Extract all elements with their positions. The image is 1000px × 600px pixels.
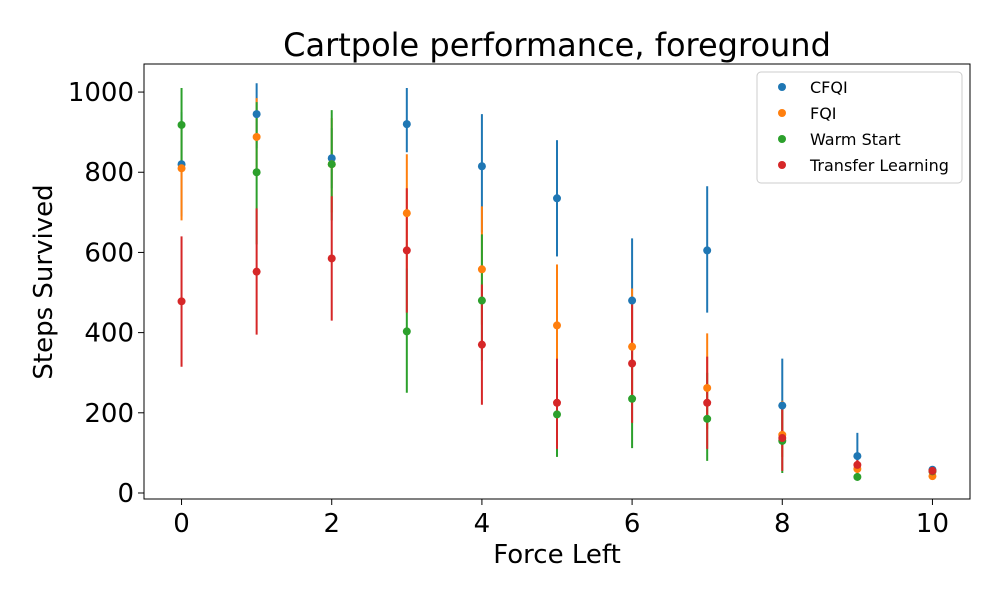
y-axis-label: Steps Survived xyxy=(29,184,59,379)
legend-marker-1 xyxy=(778,109,786,117)
legend-items: CFQI FQI Warm Start Transfer Learning xyxy=(778,78,949,175)
x-tick-label: 8 xyxy=(774,509,791,539)
data-point-series-1-x-1 xyxy=(252,132,261,141)
data-point-series-3-x-8 xyxy=(778,434,787,443)
data-point-series-0-x-3 xyxy=(402,120,411,129)
data-point-series-1-x-6 xyxy=(628,342,637,351)
plot-frame xyxy=(143,63,971,500)
y-axis: 0 200 400 600 800 1000 xyxy=(68,78,144,509)
data-point-series-1-x-7 xyxy=(703,383,712,392)
legend-marker-3 xyxy=(778,161,786,169)
x-tick-label: 6 xyxy=(624,509,641,539)
data-point-series-0-x-6 xyxy=(628,296,637,305)
y-tick-label: 200 xyxy=(84,399,134,429)
y-tick-label: 0 xyxy=(117,479,134,509)
data-point-series-3-x-3 xyxy=(402,246,411,255)
data-point-series-2-x-5 xyxy=(553,410,561,419)
data-point-series-3-x-10 xyxy=(928,466,937,475)
data-point-series-2-x-4 xyxy=(477,296,486,305)
data-point-series-0-x-4 xyxy=(477,162,486,171)
data-point-series-3-x-4 xyxy=(477,340,486,349)
x-tick-label: 0 xyxy=(173,509,190,539)
data-point-series-2-x-2 xyxy=(327,160,336,169)
data-point-series-0-x-9 xyxy=(853,452,862,461)
legend-marker-2 xyxy=(778,135,786,143)
data-point-series-0-x-5 xyxy=(553,194,561,203)
data-point-series-3-x-7 xyxy=(703,398,712,407)
data-point-series-0-x-1 xyxy=(252,110,261,119)
data-point-series-3-x-9 xyxy=(853,460,862,469)
x-tick-label: 10 xyxy=(916,509,949,539)
data-point-series-3-x-1 xyxy=(252,267,261,276)
data-point-series-1-x-5 xyxy=(553,321,561,330)
legend: CFQI FQI Warm Start Transfer Learning xyxy=(756,71,963,184)
data-point-series-2-x-9 xyxy=(853,472,862,481)
chart-title: Cartpole performance, foreground xyxy=(283,26,831,64)
data-point-series-2-x-0 xyxy=(177,120,186,129)
x-axis: 0 2 4 6 8 10 xyxy=(173,499,949,539)
data-point-series-0-x-2 xyxy=(327,154,336,163)
data-point-series-1-x-4 xyxy=(477,265,486,274)
x-axis-label: Force Left xyxy=(493,540,621,570)
data-point-series-3-x-2 xyxy=(327,254,336,263)
y-tick-label: 400 xyxy=(84,319,134,349)
data-point-series-3-x-5 xyxy=(553,398,561,407)
legend-marker-0 xyxy=(778,83,786,91)
data-point-series-0-x-8 xyxy=(778,401,787,410)
legend-label-3: Transfer Learning xyxy=(809,156,949,175)
data-point-series-0-x-7 xyxy=(703,246,712,255)
data-point-series-3-x-6 xyxy=(628,359,637,368)
data-point-series-2-x-1 xyxy=(252,168,261,177)
y-tick-label: 600 xyxy=(84,238,134,268)
x-tick-label: 4 xyxy=(474,509,491,539)
legend-box xyxy=(756,71,963,184)
legend-label-2: Warm Start xyxy=(810,130,901,149)
data-points-layer xyxy=(177,110,937,481)
legend-label-0: CFQI xyxy=(810,78,848,97)
legend-label-1: FQI xyxy=(810,104,837,123)
data-point-series-1-x-3 xyxy=(402,209,411,218)
y-tick-label: 800 xyxy=(84,158,134,188)
data-point-series-2-x-7 xyxy=(703,414,712,423)
x-tick-label: 2 xyxy=(323,509,340,539)
data-point-series-1-x-0 xyxy=(177,164,186,173)
data-point-series-2-x-6 xyxy=(628,394,637,403)
data-point-series-2-x-3 xyxy=(402,327,411,336)
data-point-series-3-x-0 xyxy=(177,297,186,306)
y-tick-label: 1000 xyxy=(68,78,134,108)
